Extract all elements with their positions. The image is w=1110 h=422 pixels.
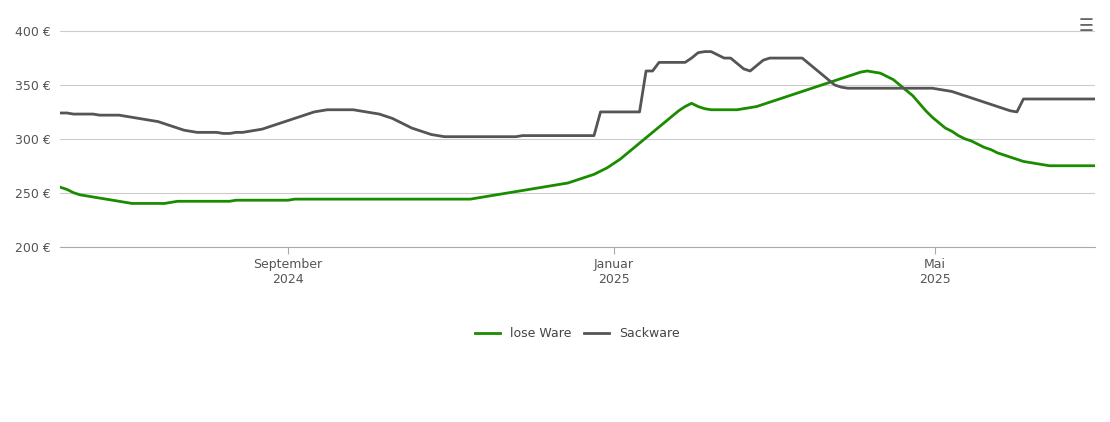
Legend: lose Ware, Sackware: lose Ware, Sackware [471, 322, 685, 345]
Text: ☰: ☰ [1079, 17, 1093, 35]
